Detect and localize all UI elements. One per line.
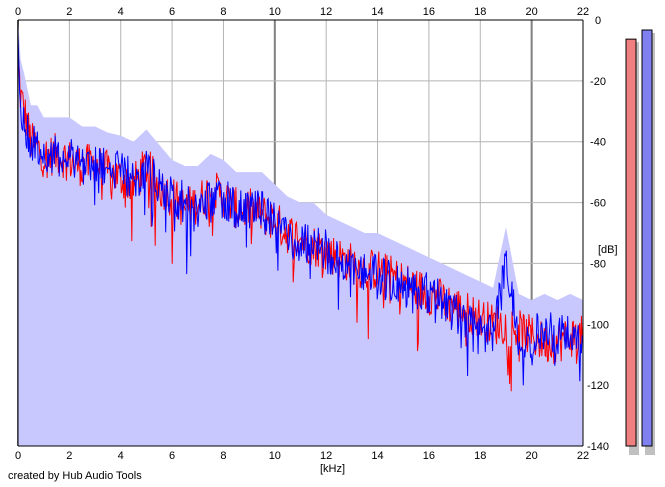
credit-text: created by Hub Audio Tools <box>8 470 142 482</box>
x-tick-label-bottom: 4 <box>118 450 124 462</box>
x-tick-label-bottom: 14 <box>371 450 383 462</box>
x-tick-label-top: 12 <box>320 6 332 18</box>
y-tick-label: 0 <box>595 15 601 27</box>
x-tick-label-top: 8 <box>220 6 226 18</box>
y-tick-label: -40 <box>590 137 606 149</box>
x-tick-label-bottom: 22 <box>577 450 589 462</box>
x-tick-label-top: 0 <box>15 6 21 18</box>
level-meter-blue <box>641 29 653 447</box>
series-line-blue <box>17 32 584 386</box>
x-tick-label-top: 18 <box>474 6 486 18</box>
y-tick-label: -60 <box>590 198 606 210</box>
y-axis-label: [dB] <box>598 244 618 256</box>
x-tick-label-top: 10 <box>269 6 281 18</box>
x-tick-label-top: 6 <box>169 6 175 18</box>
x-tick-label-bottom: 18 <box>474 450 486 462</box>
x-tick-label-bottom: 20 <box>526 450 538 462</box>
y-ticks: 0 -20 -40 -60 -80 -100 -120 -140 <box>587 15 609 453</box>
x-tick-label-top: 14 <box>371 6 383 18</box>
spectrum-fill-layer <box>18 13 583 447</box>
series-line-red <box>17 49 584 392</box>
y-tick-label: -120 <box>587 380 609 392</box>
x-tick-label-bottom: 12 <box>320 450 332 462</box>
x-axis-label: [kHz] <box>320 463 345 475</box>
y-tick-label: -80 <box>590 258 606 270</box>
x-tick-label-top: 2 <box>66 6 72 18</box>
x-tick-label-top: 4 <box>118 6 124 18</box>
y-tick-label: -100 <box>587 319 609 331</box>
x-tick-label-top: 20 <box>526 6 538 18</box>
x-ticks-bottom: 0 2 4 6 8 10 12 14 16 18 20 22 <box>15 450 589 462</box>
spectrum-fill <box>18 13 583 447</box>
x-tick-label-top: 16 <box>423 6 435 18</box>
series-layer <box>17 32 584 392</box>
x-tick-label-bottom: 0 <box>15 450 21 462</box>
y-tick-label: -20 <box>590 76 606 88</box>
level-meters <box>625 29 655 455</box>
x-tick-label-bottom: 6 <box>169 450 175 462</box>
x-ticks-top: 0 2 4 6 8 10 12 14 16 18 20 22 <box>15 6 589 18</box>
level-meter-red <box>625 38 637 447</box>
x-tick-label-bottom: 16 <box>423 450 435 462</box>
x-tick-label-bottom: 8 <box>220 450 226 462</box>
y-tick-label: -140 <box>587 441 609 453</box>
x-tick-label-bottom: 10 <box>269 450 281 462</box>
plot-frame <box>17 19 584 447</box>
x-tick-label-bottom: 2 <box>66 450 72 462</box>
x-tick-label-top: 22 <box>577 6 589 18</box>
